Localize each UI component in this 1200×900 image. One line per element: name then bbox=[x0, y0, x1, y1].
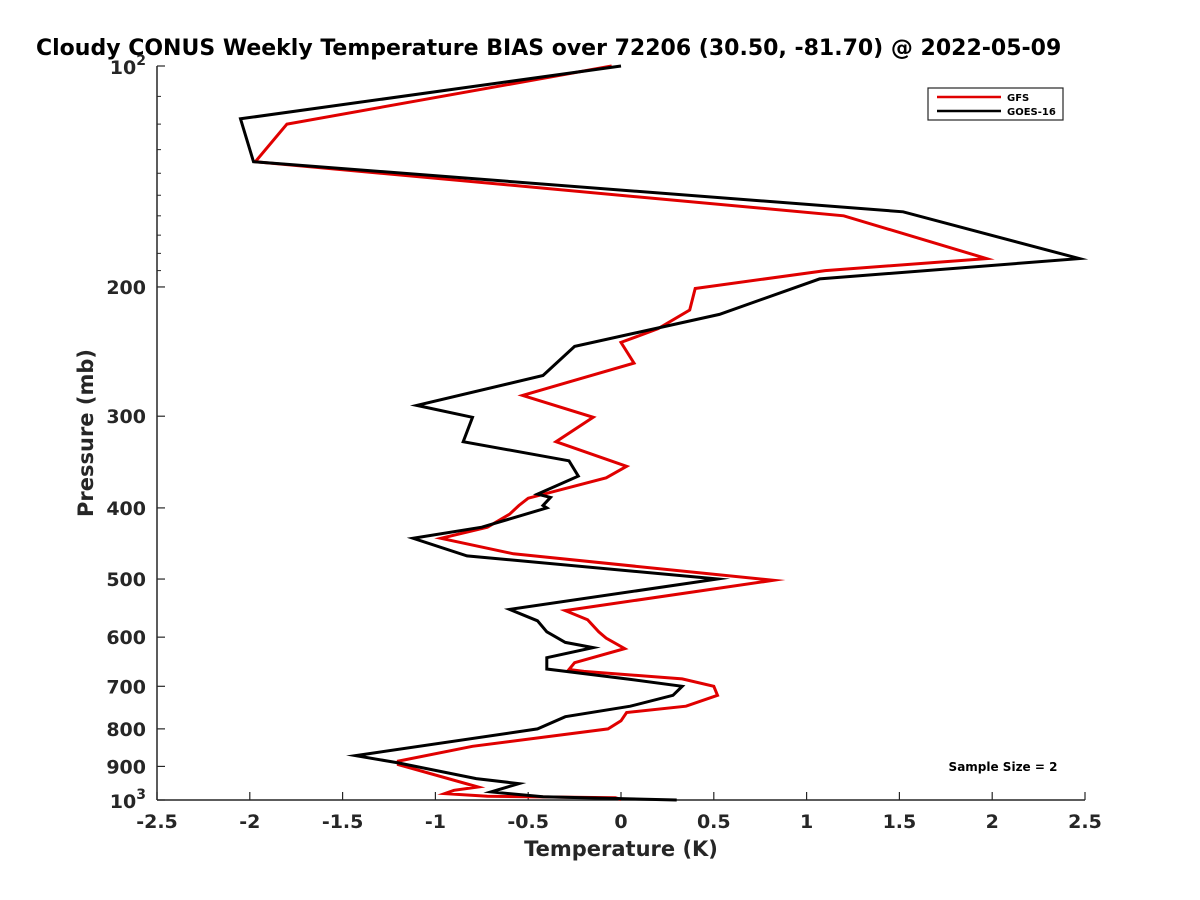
y-tick-label: 900 bbox=[106, 756, 146, 778]
legend-label-gfs: GFS bbox=[1007, 93, 1029, 104]
series-line-goes-16 bbox=[238, 64, 1089, 802]
x-tick-label: -2 bbox=[239, 811, 260, 833]
y-tick-label: 600 bbox=[106, 627, 146, 649]
x-tick-label: -1.5 bbox=[322, 811, 364, 833]
y-tick-label: 500 bbox=[106, 569, 146, 591]
x-tick-label: 2 bbox=[986, 811, 999, 833]
x-tick-label: 0 bbox=[614, 811, 627, 833]
y-axis-ticks: 200 300 400 500 600 700 800 900 102 103 bbox=[106, 53, 165, 813]
plot-area bbox=[156, 66, 1085, 801]
x-axis-label: Temperature (K) bbox=[524, 837, 718, 861]
x-axis-ticks: -2.5 -2 -1.5 -1 -0.5 0 0.5 1 1.5 2 2.5 bbox=[136, 792, 1102, 833]
series-layer bbox=[238, 64, 1089, 802]
legend-box bbox=[927, 87, 1064, 121]
y-tick-label: 300 bbox=[106, 406, 146, 428]
y-axis-label: Pressure (mb) bbox=[74, 349, 98, 517]
x-tick-label: -0.5 bbox=[507, 811, 549, 833]
y-tick-label: 400 bbox=[106, 498, 146, 520]
y-tick-label-top: 102 bbox=[110, 53, 146, 79]
legend: GFS GOES-16 bbox=[927, 87, 1064, 121]
legend-label-goes-16: GOES-16 bbox=[1007, 107, 1056, 118]
y-tick-label: 700 bbox=[106, 676, 146, 698]
y-tick-label-bottom: 103 bbox=[110, 787, 146, 813]
x-tick-label: 1 bbox=[800, 811, 813, 833]
y-tick-label: 800 bbox=[106, 719, 146, 741]
series-line-gfs bbox=[252, 64, 995, 801]
sample-size-annotation: Sample Size = 2 bbox=[949, 760, 1058, 774]
chart-title: Cloudy CONUS Weekly Temperature BIAS ove… bbox=[36, 36, 1061, 61]
x-tick-label: 0.5 bbox=[697, 811, 731, 833]
x-tick-label: 2.5 bbox=[1068, 811, 1102, 833]
x-tick-label: -1 bbox=[425, 811, 446, 833]
x-tick-label: -2.5 bbox=[136, 811, 178, 833]
y-tick-label: 200 bbox=[106, 277, 146, 299]
x-tick-label: 1.5 bbox=[883, 811, 917, 833]
